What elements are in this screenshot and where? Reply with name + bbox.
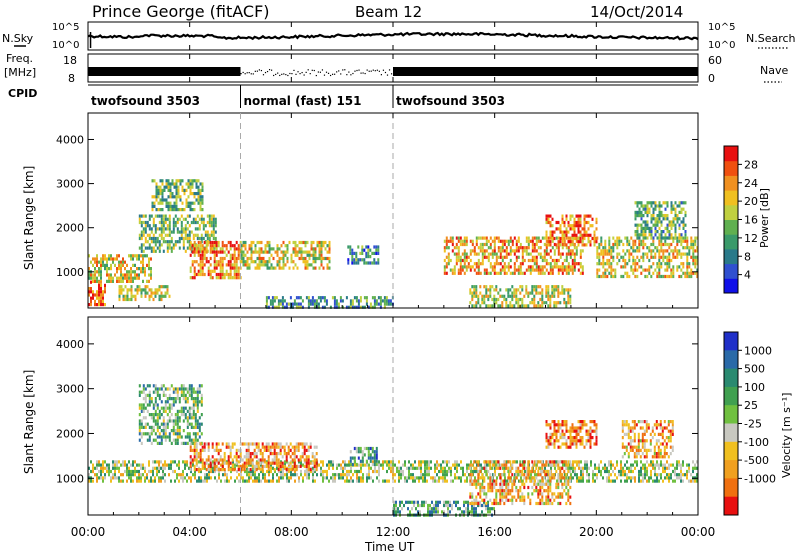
station-title: Prince George (fitACF): [92, 2, 270, 21]
power-colorbar-tick: 24: [744, 177, 758, 190]
noise-left-tick-bottom: 10^0: [52, 40, 79, 51]
power-colorbar-tick: 28: [744, 158, 758, 171]
velocity-colorbar-tick: -1000: [744, 472, 776, 485]
power-colorbar-tick: 12: [744, 232, 758, 245]
y-tick-label: 4000: [56, 338, 84, 351]
freq-right-tick-top: 60: [708, 54, 722, 67]
velocity-colorbar: 1000 500 100 25 -25 -100 -500 -1000: [724, 332, 776, 516]
freq-label-top: Freq.: [6, 52, 33, 65]
noise-panel: N.Sky 10^5 10^0 10^5 10^0 N.Search: [2, 22, 796, 51]
power-colorbar-tick: 20: [744, 195, 758, 208]
power-colorbar-tick: 4: [744, 269, 751, 282]
velocity-colorbar-tick: -500: [744, 454, 769, 467]
cpid-segment-label: normal (fast) 151: [244, 94, 362, 108]
freq-right-tick-bottom: 0: [708, 72, 715, 85]
noise-sky-label: N.Sky: [2, 32, 34, 45]
noise-search-label: N.Search: [746, 32, 796, 45]
freq-panel: Freq. [MHz] 18 8 60 0 Nave: [4, 52, 788, 85]
x-tick-label: 00:00: [71, 525, 106, 539]
freq-left-tick-top: 18: [63, 54, 77, 67]
x-tick-label: 04:00: [172, 525, 207, 539]
noise-right-tick-top: 10^5: [708, 22, 735, 33]
noise-left-tick-top: 10^5: [52, 22, 79, 33]
freq-bars: [88, 67, 698, 76]
cpid-segment-label: twofsound 3503: [91, 94, 200, 108]
date-title: 14/Oct/2014: [590, 3, 683, 21]
velocity-colorbar-label: Velocity [m s⁻¹]: [780, 393, 793, 478]
nave-label: Nave: [760, 64, 788, 77]
y-tick-label: 2000: [56, 427, 84, 440]
power-colorbar-tick: 8: [744, 250, 751, 263]
velocity-colorbar-tick: 1000: [744, 344, 772, 357]
velocity-colorbar-tick: -100: [744, 436, 769, 449]
velocity-colorbar-tick: 500: [744, 363, 765, 376]
x-axis-label: Time UT: [364, 540, 415, 554]
power-panel: Slant Range [km] 1000 2000 3000 4000 4 8 12 16…: [22, 113, 771, 309]
y-tick-label: 3000: [56, 383, 84, 396]
cpid-label: CPID: [8, 87, 37, 100]
noise-right-tick-bottom: 10^0: [708, 40, 735, 51]
velocity-panel: Slant Range [km] 1000 2000 3000 4000 1000 50…: [22, 317, 793, 517]
velocity-colorbar-tick: -25: [744, 418, 762, 431]
y-tick-label: 3000: [56, 178, 84, 191]
y-tick-label: 2000: [56, 222, 84, 235]
x-tick-label: 20:00: [579, 525, 614, 539]
x-tick-label: 12:00: [376, 525, 411, 539]
x-tick-label: 00:00: [681, 525, 716, 539]
cpid-segment-label: twofsound 3503: [396, 94, 505, 108]
x-tick-label: 16:00: [477, 525, 512, 539]
power-colorbar-label: Power [dB]: [758, 188, 771, 248]
y-tick-label: 4000: [56, 133, 84, 146]
velocity-colorbar-tick: 25: [744, 399, 758, 412]
beam-title: Beam 12: [355, 3, 422, 21]
power-colorbar: 4 8 12 16 20 24 28: [724, 146, 758, 294]
cpid-panel: CPID twofsound 3503 normal (fast) 151 twof…: [8, 85, 698, 108]
power-ylabel: Slant Range [km]: [22, 166, 36, 270]
velocity-ylabel: Slant Range [km]: [22, 370, 36, 474]
y-tick-label: 1000: [56, 472, 84, 485]
freq-label-bottom: [MHz]: [4, 66, 36, 79]
velocity-colorbar-tick: 100: [744, 381, 765, 394]
y-tick-label: 1000: [56, 266, 84, 279]
x-tick-label: 08:00: [274, 525, 309, 539]
freq-left-tick-bottom: 8: [68, 72, 75, 85]
power-colorbar-tick: 16: [744, 214, 758, 227]
